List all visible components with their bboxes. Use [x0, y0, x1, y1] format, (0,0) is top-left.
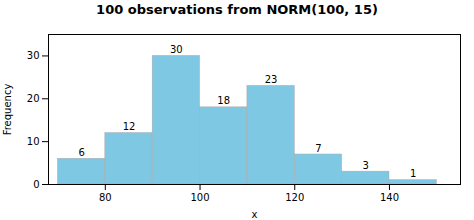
- svg-text:x: x: [252, 209, 258, 220]
- svg-text:6: 6: [78, 147, 84, 158]
- svg-text:Frequency: Frequency: [2, 84, 13, 136]
- svg-text:30: 30: [27, 50, 40, 61]
- svg-text:18: 18: [217, 95, 230, 106]
- svg-text:23: 23: [265, 74, 278, 85]
- svg-text:10: 10: [27, 136, 40, 147]
- svg-text:3: 3: [363, 160, 369, 171]
- svg-text:140: 140: [380, 192, 399, 203]
- svg-text:20: 20: [27, 93, 40, 104]
- svg-text:30: 30: [170, 44, 183, 55]
- svg-text:1: 1: [410, 168, 416, 179]
- svg-text:7: 7: [315, 143, 321, 154]
- svg-text:12: 12: [123, 121, 136, 132]
- svg-text:120: 120: [285, 192, 304, 203]
- svg-text:80: 80: [99, 192, 112, 203]
- svg-text:100: 100: [190, 192, 209, 203]
- html-text:100 observations from NORM(100: 100 observations from NORM(100, 15): [96, 2, 378, 17]
- svg-text:0: 0: [33, 179, 39, 190]
